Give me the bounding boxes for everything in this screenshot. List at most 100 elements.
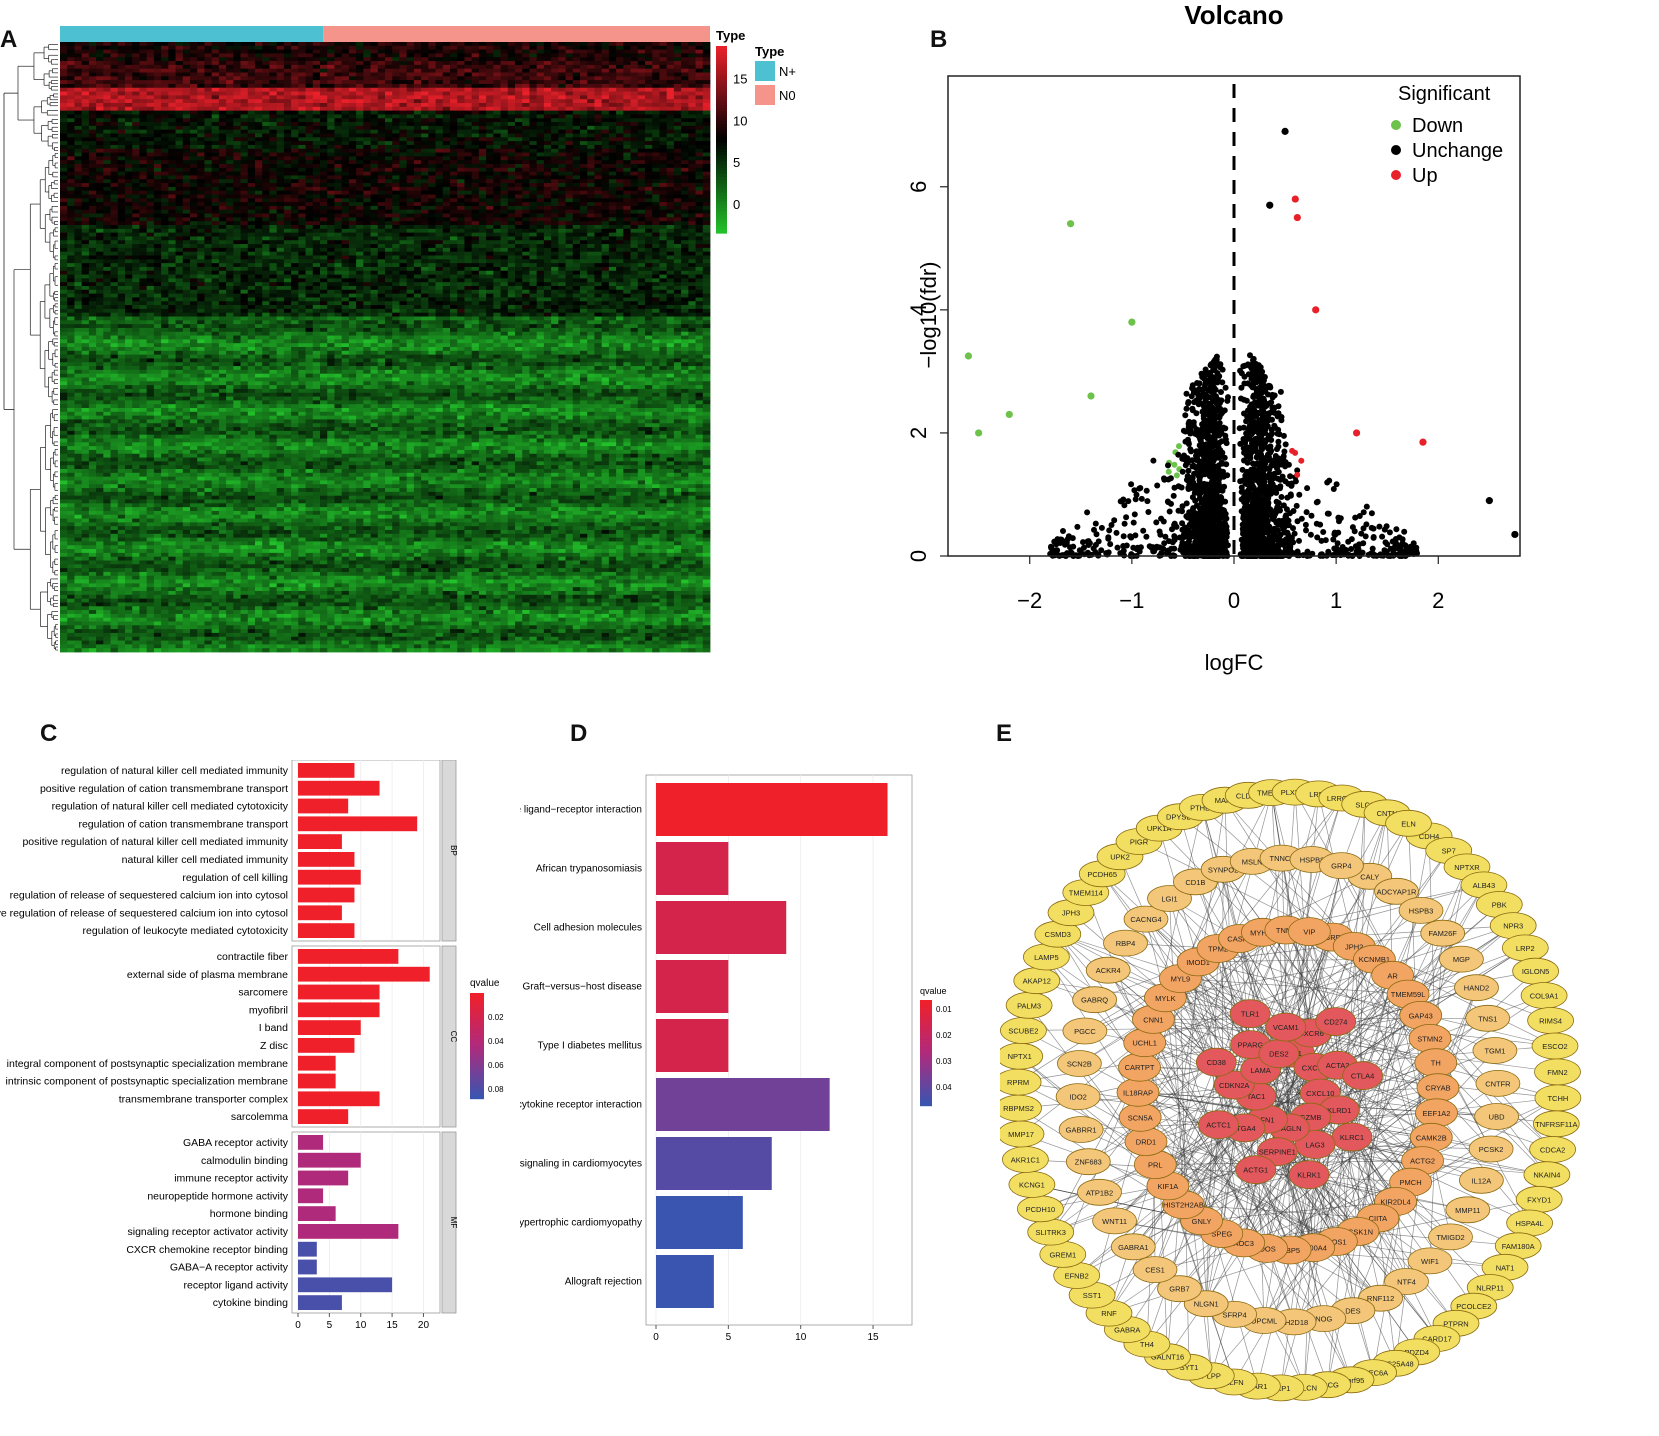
heatmap-cell: [688, 213, 696, 218]
heatmap-cell: [608, 125, 617, 131]
heatmap-cell: [500, 133, 509, 138]
heatmap-cell: [96, 221, 104, 226]
heatmap-cell: [659, 106, 668, 112]
heatmap-cell: [247, 99, 256, 104]
heatmap-cell: [255, 217, 263, 222]
heatmap-cell: [608, 137, 617, 142]
heatmap-cell: [406, 194, 415, 199]
heatmap-cell: [255, 118, 263, 123]
heatmap-cell: [515, 175, 523, 180]
heatmap-cell: [702, 213, 711, 218]
heatmap-cell: [269, 179, 278, 184]
heatmap-cell: [175, 225, 184, 230]
heatmap-cell: [211, 225, 220, 230]
heatmap-cell: [74, 106, 83, 112]
heatmap-cell: [673, 61, 682, 66]
heatmap-cell: [356, 137, 364, 142]
heatmap-cell: [240, 129, 249, 134]
heatmap-cell: [305, 144, 314, 150]
heatmap-cell: [255, 133, 263, 138]
heatmap-cell: [551, 114, 559, 119]
heatmap-cell: [320, 106, 328, 112]
heatmap-cell: [486, 152, 494, 157]
heatmap-cell: [175, 144, 184, 150]
heatmap-cell: [96, 144, 104, 150]
heatmap-cell: [536, 141, 545, 146]
heatmap-cell: [363, 83, 371, 89]
heatmap-cell: [67, 80, 75, 85]
heatmap-cell: [88, 87, 97, 92]
heatmap-cell: [117, 148, 126, 153]
heatmap-cell: [341, 68, 350, 73]
heatmap-cell: [276, 221, 285, 226]
heatmap-cell: [348, 148, 357, 153]
heatmap-cell: [442, 106, 451, 112]
heatmap-cell: [146, 213, 155, 218]
heatmap-cell: [305, 160, 314, 165]
heatmap-cell: [623, 225, 631, 230]
heatmap-cell: [175, 80, 184, 85]
heatmap-cell: [450, 190, 458, 195]
heatmap-cell: [233, 164, 241, 169]
heatmap-cell: [695, 148, 704, 153]
heatmap-cell: [255, 221, 263, 226]
heatmap-cell: [348, 186, 357, 192]
heatmap-cell: [298, 171, 306, 176]
heatmap-cell: [240, 76, 249, 81]
heatmap-cell: [60, 99, 68, 104]
heatmap-cell: [529, 64, 538, 70]
heatmap-cell: [348, 68, 357, 73]
heatmap-cell: [478, 144, 487, 150]
heatmap-cell: [67, 228, 75, 234]
heatmap-cell: [673, 57, 682, 62]
heatmap-cell: [630, 99, 639, 104]
heatmap-cell: [486, 45, 494, 51]
heatmap-cell: [601, 141, 610, 146]
heatmap-cell: [334, 57, 343, 62]
heatmap-cell: [110, 175, 119, 180]
heatmap-cell: [305, 118, 314, 123]
heatmap-cell: [74, 205, 83, 211]
heatmap-cell: [356, 194, 364, 199]
heatmap-cell: [139, 186, 148, 192]
heatmap-cell: [233, 198, 241, 203]
heatmap-cell: [471, 175, 480, 180]
heatmap-cell: [168, 76, 176, 81]
heatmap-cell: [182, 148, 191, 153]
heatmap-cell: [413, 76, 422, 81]
heatmap-cell: [637, 122, 646, 127]
heatmap-cell: [428, 202, 436, 207]
heatmap-cell: [385, 190, 393, 195]
heatmap-cell: [81, 160, 90, 165]
heatmap-cell: [551, 57, 559, 62]
heatmap-cell: [88, 83, 97, 89]
heatmap-cell: [197, 221, 205, 226]
heatmap-cell: [392, 190, 400, 195]
heatmap-cell: [81, 137, 90, 142]
heatmap-cell: [269, 202, 278, 207]
heatmap-cell: [507, 137, 516, 142]
heatmap-cell: [363, 205, 371, 211]
heatmap-cell: [175, 186, 184, 192]
heatmap-cell: [341, 61, 350, 66]
heatmap-cell: [125, 225, 133, 230]
heatmap-cell: [558, 144, 566, 150]
heatmap-cell: [327, 87, 335, 92]
heatmap-cell: [117, 228, 126, 234]
heatmap-cell: [283, 95, 292, 100]
heatmap-cell: [190, 72, 198, 77]
heatmap-cell: [385, 99, 393, 104]
heatmap-cell: [132, 202, 140, 207]
heatmap-cell: [702, 198, 711, 203]
heatmap-cell: [117, 167, 126, 173]
heatmap-cell: [356, 125, 364, 131]
heatmap-cell: [204, 194, 213, 199]
heatmap-cell: [645, 160, 653, 165]
heatmap-cell: [637, 125, 646, 131]
heatmap-cell: [507, 221, 516, 226]
heatmap-cell: [146, 99, 155, 104]
heatmap-cell: [421, 114, 429, 119]
heatmap-cell: [269, 183, 278, 188]
heatmap-cell: [190, 91, 198, 96]
heatmap-cell: [406, 167, 415, 173]
